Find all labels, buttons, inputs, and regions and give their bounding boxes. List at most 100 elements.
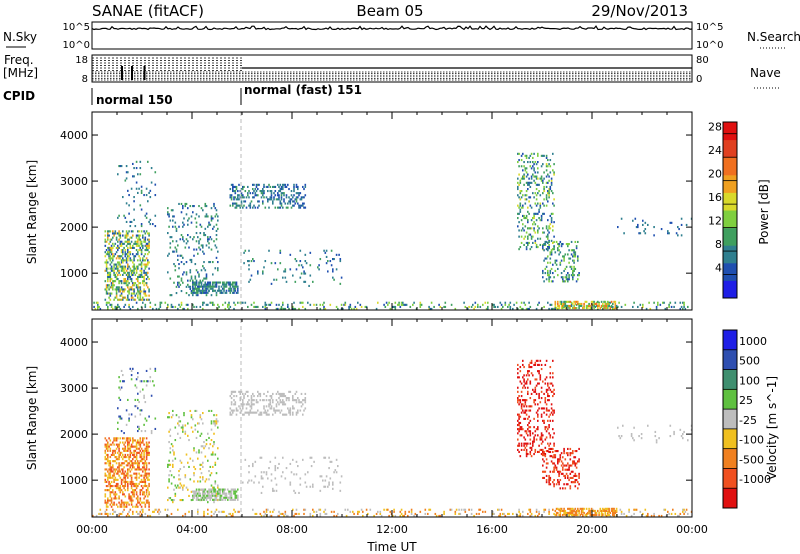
heatmap-cell — [554, 454, 557, 457]
heatmap-cell — [533, 167, 535, 170]
heatmap-cell — [152, 307, 154, 310]
heatmap-cell — [545, 194, 548, 197]
heatmap-cell — [195, 492, 198, 495]
heatmap-cell — [520, 307, 523, 310]
heatmap-cell — [124, 447, 127, 450]
heatmap-cell — [517, 212, 519, 215]
heatmap-cell — [555, 307, 558, 310]
heatmap-cell — [278, 462, 280, 465]
heatmap-cell — [574, 464, 577, 467]
heatmap-cell — [548, 243, 550, 246]
heatmap-cell — [309, 512, 312, 515]
heatmap-cell — [192, 498, 194, 501]
heatmap-cell — [550, 407, 553, 410]
heatmap-cell — [532, 374, 534, 377]
heatmap-cell — [130, 480, 133, 483]
heatmap-cell — [508, 512, 510, 515]
heatmap-cell — [675, 232, 678, 235]
heatmap-cell — [129, 437, 132, 440]
heatmap-cell — [349, 303, 352, 306]
heatmap-cell — [215, 229, 218, 232]
heatmap-cell — [525, 450, 528, 453]
heatmap-cell — [518, 428, 520, 431]
heatmap-cell — [143, 458, 145, 461]
heatmap-cell — [559, 507, 562, 510]
heatmap-cell — [112, 512, 114, 515]
heatmap-cell — [147, 472, 149, 475]
heatmap-cell — [109, 273, 112, 276]
heatmap-cell — [173, 451, 175, 454]
heatmap-cell — [122, 380, 124, 383]
heatmap-cell — [170, 512, 173, 515]
heatmap-cell — [148, 246, 150, 249]
heatmap-cell — [223, 492, 225, 495]
heatmap-cell — [313, 510, 315, 513]
heatmap-cell — [553, 470, 555, 473]
heatmap-cell — [444, 301, 447, 304]
heatmap-cell — [558, 514, 560, 517]
heatmap-cell — [598, 304, 600, 307]
heatmap-cell — [524, 198, 527, 201]
heatmap-cell — [130, 445, 133, 448]
heatmap-cell — [647, 424, 649, 427]
heatmap-cell — [209, 488, 212, 491]
heatmap-cell — [577, 507, 579, 510]
heatmap-cell — [125, 202, 128, 205]
heatmap-cell — [533, 436, 535, 439]
heatmap-cell — [122, 234, 124, 237]
heatmap-cell — [227, 305, 229, 308]
heatmap-cell — [280, 188, 283, 191]
heatmap-cell — [129, 464, 132, 467]
heatmap-cell — [125, 280, 128, 283]
heatmap-cell — [140, 242, 143, 245]
heatmap-cell — [192, 294, 194, 297]
heatmap-cell — [139, 489, 142, 492]
heatmap-cell — [267, 198, 269, 201]
heatmap-cell — [217, 486, 219, 489]
heatmap-cell — [118, 415, 120, 418]
heatmap-cell — [287, 206, 289, 209]
heatmap-cell — [112, 230, 114, 233]
heatmap-cell — [544, 272, 547, 275]
heatmap-cell — [562, 278, 564, 281]
heatmap-cell — [114, 230, 117, 233]
heatmap-cell — [197, 512, 199, 515]
heatmap-cell — [272, 487, 274, 490]
heatmap-cell — [218, 281, 220, 284]
heatmap-cell — [518, 450, 520, 453]
heatmap-cell — [524, 167, 527, 170]
heatmap-cell — [234, 488, 237, 491]
cpid-mode-2: normal (fast) 151 — [244, 83, 362, 97]
heatmap-cell — [132, 269, 134, 272]
heatmap-cell — [574, 479, 577, 482]
heatmap-cell — [127, 251, 129, 254]
heatmap-cell — [215, 418, 218, 421]
heatmap-cell — [124, 249, 127, 252]
heatmap-cell — [473, 514, 475, 517]
heatmap-cell — [304, 272, 307, 275]
heatmap-cell — [335, 471, 338, 474]
heatmap-cell — [109, 449, 112, 452]
heatmap-cell — [210, 215, 213, 218]
heatmap-cell — [564, 464, 567, 467]
x-tick-label: 04:00 — [176, 523, 208, 536]
heatmap-cell — [523, 243, 525, 246]
heatmap-cell — [544, 382, 547, 385]
heatmap-cell — [180, 301, 183, 304]
heatmap-cell — [617, 426, 619, 429]
heatmap-cell — [223, 283, 225, 286]
heatmap-cell — [202, 246, 204, 249]
heatmap-cell — [142, 234, 144, 237]
heatmap-cell — [533, 399, 535, 402]
heatmap-cell — [605, 507, 608, 510]
heatmap-cell — [277, 390, 279, 393]
heatmap-cell — [329, 303, 332, 306]
heatmap-cell — [209, 498, 212, 501]
heatmap-cell — [545, 235, 548, 238]
heatmap-cell — [592, 509, 594, 512]
heatmap-cell — [243, 251, 245, 254]
heatmap-cell — [277, 467, 279, 470]
heatmap-cell — [568, 257, 570, 260]
heatmap-cell — [130, 187, 133, 190]
heatmap-cell — [402, 514, 404, 517]
